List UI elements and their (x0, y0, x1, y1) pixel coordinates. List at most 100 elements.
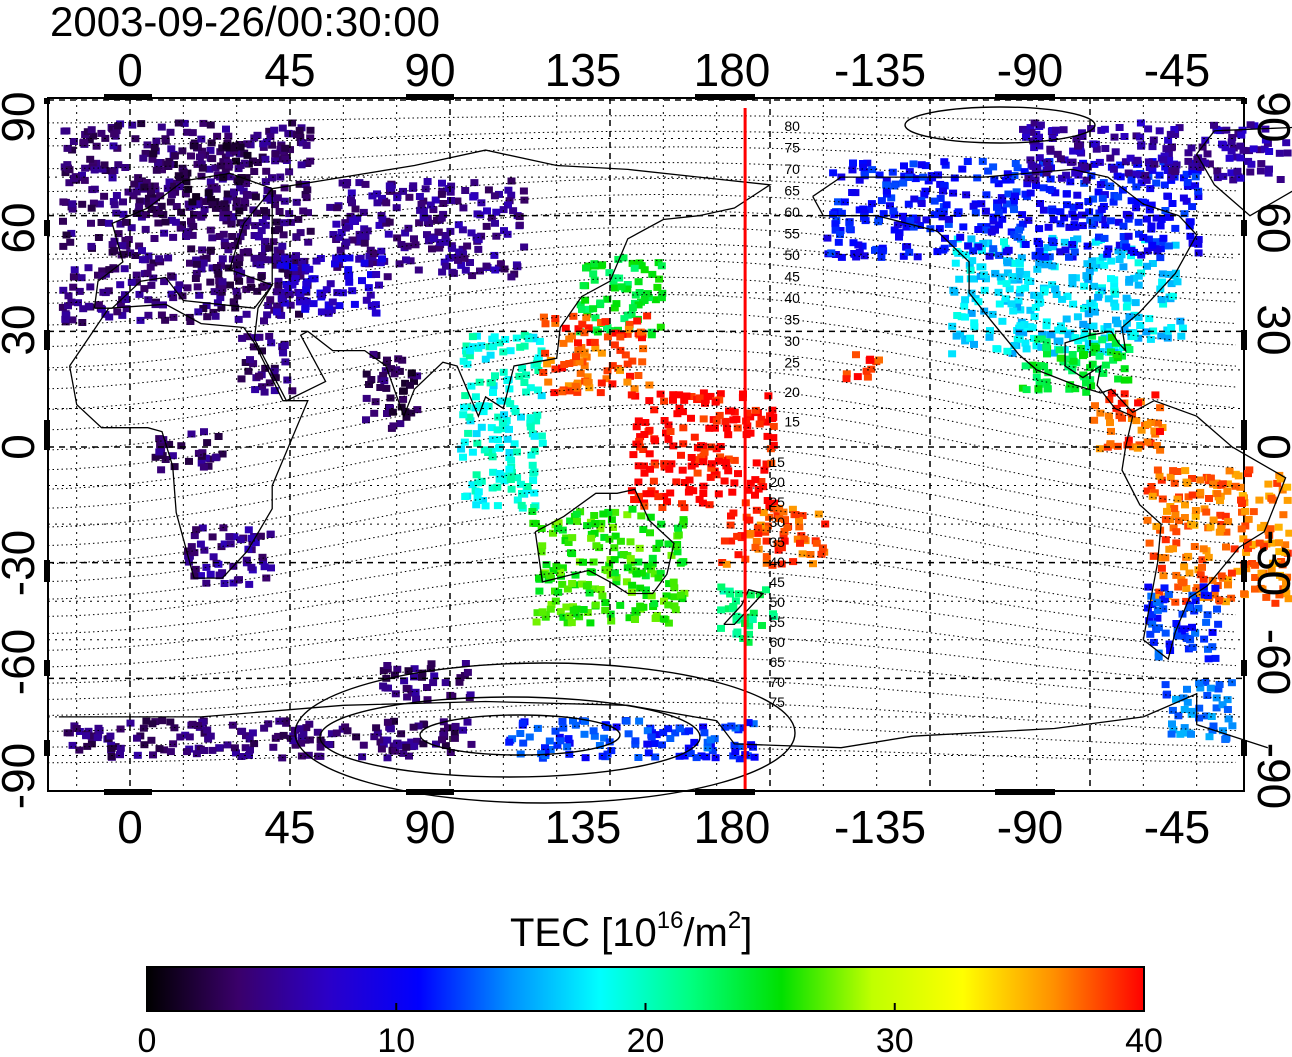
tec-pixel (564, 735, 573, 743)
tec-pixel (1202, 618, 1211, 626)
tec-pixel (1276, 475, 1285, 483)
frame-tick-bar (1241, 420, 1247, 450)
tec-pixel (450, 728, 459, 736)
tec-pixel (546, 746, 555, 753)
tec-pixel (197, 459, 206, 467)
tec-pixel (332, 254, 341, 262)
tec-pixel (773, 540, 782, 548)
tec-pixel (208, 234, 217, 242)
tec-pixel (609, 280, 618, 288)
tec-pixel (399, 749, 408, 757)
tec-pixel (516, 343, 525, 351)
tec-pixel (640, 266, 649, 274)
tec-pixel (279, 349, 288, 357)
tec-pixel (717, 583, 726, 591)
tec-pixel (265, 244, 274, 252)
tec-pixel (1008, 349, 1017, 357)
tec-pixel (410, 377, 418, 385)
tec-pixel (1251, 585, 1259, 593)
tec-pixel (981, 207, 990, 215)
colorbar-ticks: 0 10 20 30 40 (138, 1003, 1163, 1057)
tec-pixel (1010, 172, 1019, 179)
tec-pixel (1005, 285, 1014, 293)
tec-pixel (646, 529, 654, 537)
tec-pixel (565, 387, 574, 395)
tec-pixel (379, 740, 388, 748)
tec-pixel (1087, 125, 1096, 133)
tec-pixel (505, 738, 514, 746)
tec-pixel (628, 581, 637, 589)
tec-pixel (974, 298, 983, 306)
tec-pixel (1032, 182, 1040, 189)
tec-pixel (477, 423, 486, 431)
tec-pixel (355, 179, 364, 187)
tec-pixel (1153, 247, 1162, 255)
tec-pixel (191, 275, 200, 282)
tec-pixel (144, 200, 153, 208)
magnetic-contour (47, 130, 1237, 147)
tec-pixel (529, 477, 538, 484)
tec-pixel (964, 242, 973, 250)
tec-pixel (256, 261, 265, 269)
tec-pixel (1227, 594, 1236, 602)
tec-pixel (605, 269, 614, 277)
tec-pixel (611, 508, 620, 516)
tec-pixel (513, 263, 522, 271)
tec-pixel (1175, 124, 1184, 132)
tec-pixel (396, 742, 405, 750)
tec-pixel (292, 257, 301, 265)
tec-pixel (998, 206, 1007, 214)
tec-pixel (1085, 268, 1094, 276)
tec-pixel (1221, 144, 1230, 152)
tec-pixel (87, 219, 95, 227)
tec-pixel (650, 600, 659, 608)
tec-pixel (154, 219, 163, 227)
tec-pixel (660, 417, 669, 424)
contour-label: 15 (769, 454, 785, 470)
tec-pixel (1074, 142, 1082, 150)
tec-pixel (1278, 486, 1287, 494)
tec-pixel (516, 750, 525, 758)
tec-pixel (305, 736, 314, 744)
tec-pixel (378, 194, 386, 202)
tec-pixel (186, 259, 194, 267)
tec-pixel (872, 245, 881, 253)
tec-pixel (1040, 286, 1049, 294)
tec-region-antarctic-peninsula (1161, 679, 1237, 743)
tec-pixel (459, 453, 467, 461)
tec-pixel (959, 223, 968, 231)
tec-pixel (648, 270, 657, 278)
tec-pixel (280, 151, 289, 159)
tec-pixel (1255, 496, 1264, 504)
tec-pixel (261, 155, 270, 163)
tec-pixel (181, 190, 190, 198)
tec-pixel (225, 149, 234, 157)
tec-pixel (687, 454, 696, 461)
magnetic-contour (47, 329, 1237, 410)
tec-pixel (992, 345, 1001, 353)
tec-pixel (1154, 624, 1163, 632)
tec-pixel (261, 364, 270, 372)
tec-pixel (659, 615, 668, 623)
tec-pixel (427, 660, 436, 668)
tec-pixel (395, 260, 404, 268)
tec-pixel (1110, 299, 1119, 307)
tec-pixel (263, 187, 272, 194)
tec-pixel (192, 256, 201, 264)
tec-pixel (695, 394, 704, 402)
tec-pixel (1002, 200, 1011, 208)
tec-pixel (1194, 604, 1203, 612)
tec-pixel (1228, 722, 1237, 730)
tec-pixel (169, 294, 178, 302)
tec-pixel (1272, 560, 1281, 567)
tec-pixel (69, 283, 78, 291)
contour-label: 45 (784, 269, 800, 285)
tec-pixel (257, 273, 266, 281)
tec-pixel (1056, 220, 1065, 228)
tec-pixel (100, 161, 109, 169)
tec-pixel (269, 743, 278, 751)
tec-pixel (541, 349, 550, 357)
tec-pixel (1202, 508, 1211, 516)
tec-pixel (282, 281, 291, 288)
tec-pixel (147, 206, 156, 213)
